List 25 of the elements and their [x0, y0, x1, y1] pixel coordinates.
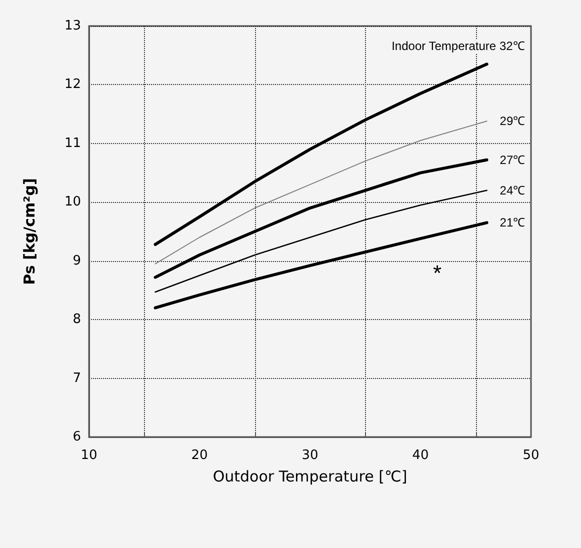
series-label: 24℃	[500, 183, 526, 198]
y-axis-title: Ps [kg/cm²g]	[20, 178, 38, 285]
x-tick-label: 20	[191, 448, 208, 463]
y-tick-label: 11	[64, 136, 81, 151]
x-tick-label: 40	[412, 448, 429, 463]
line-series	[154, 190, 488, 293]
annotation: *	[433, 260, 442, 286]
line-series	[154, 120, 488, 264]
x-tick-label: 50	[522, 448, 540, 463]
y-tick-label: 7	[72, 370, 81, 386]
series-label: 27℃	[500, 152, 526, 167]
y-tick-label: 10	[64, 194, 81, 210]
line-series	[154, 221, 488, 310]
series-label: 21℃	[500, 216, 526, 230]
series-label: 29℃	[500, 114, 526, 128]
text: Indoor Temperature 32℃	[392, 39, 525, 54]
y-tick-label: 9	[72, 253, 81, 268]
line-series	[154, 158, 488, 279]
x-axis-title: Outdoor Temperature [℃]	[212, 468, 408, 486]
y-tick-label: 8	[72, 312, 81, 328]
y-tick-label: 13	[64, 18, 81, 34]
y-tick-label: 12	[64, 77, 81, 92]
line-series	[154, 62, 488, 246]
y-tick-label: 6	[72, 430, 81, 444]
x-tick-label: 30	[302, 448, 318, 463]
